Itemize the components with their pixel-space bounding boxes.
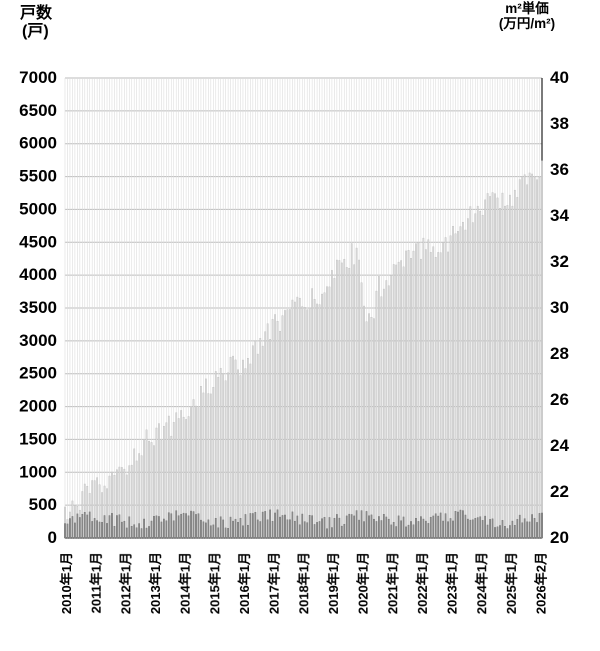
svg-text:m²単価: m²単価 — [505, 0, 549, 16]
svg-text:22: 22 — [550, 482, 569, 501]
svg-text:(戸): (戸) — [22, 22, 49, 40]
svg-text:6000: 6000 — [19, 134, 57, 153]
svg-text:20: 20 — [550, 528, 569, 547]
svg-text:5000: 5000 — [19, 199, 57, 218]
svg-text:4000: 4000 — [19, 265, 57, 284]
svg-text:1500: 1500 — [19, 429, 57, 448]
svg-text:2018年1月: 2018年1月 — [296, 552, 311, 614]
svg-text:32: 32 — [550, 252, 569, 271]
svg-text:2019年1月: 2019年1月 — [326, 552, 341, 614]
svg-text:2500: 2500 — [19, 364, 57, 383]
svg-text:2011年1月: 2011年1月 — [89, 552, 104, 613]
svg-text:2021年1月: 2021年1月 — [385, 552, 400, 614]
svg-text:2012年1月: 2012年1月 — [118, 552, 133, 614]
svg-text:2017年1月: 2017年1月 — [267, 552, 282, 614]
svg-text:7000: 7000 — [19, 68, 57, 87]
svg-text:40: 40 — [550, 68, 569, 87]
svg-text:2013年1月: 2013年1月 — [148, 552, 163, 614]
svg-text:28: 28 — [550, 344, 569, 363]
svg-text:3500: 3500 — [19, 298, 57, 317]
svg-text:2015年1月: 2015年1月 — [207, 552, 222, 614]
svg-text:2014年1月: 2014年1月 — [178, 552, 193, 614]
svg-text:0: 0 — [48, 528, 57, 547]
svg-text:2000: 2000 — [19, 397, 57, 416]
svg-text:4500: 4500 — [19, 232, 57, 251]
svg-text:2024年1月: 2024年1月 — [474, 552, 489, 614]
svg-text:2010年1月: 2010年1月 — [59, 552, 74, 614]
svg-text:(万円/m²): (万円/m²) — [499, 16, 555, 31]
svg-text:6500: 6500 — [19, 101, 57, 120]
svg-text:2016年1月: 2016年1月 — [237, 552, 252, 614]
svg-text:2022年1月: 2022年1月 — [415, 552, 430, 614]
svg-text:2023年1月: 2023年1月 — [445, 552, 460, 614]
svg-text:38: 38 — [550, 114, 569, 133]
svg-text:戸数: 戸数 — [20, 3, 53, 22]
svg-text:2025年1月: 2025年1月 — [504, 552, 519, 614]
svg-text:3000: 3000 — [19, 331, 57, 350]
svg-text:24: 24 — [550, 436, 569, 455]
svg-text:26: 26 — [550, 390, 569, 409]
svg-text:30: 30 — [550, 298, 569, 317]
svg-text:500: 500 — [29, 495, 57, 514]
svg-text:5500: 5500 — [19, 167, 57, 186]
svg-text:34: 34 — [550, 206, 569, 225]
svg-text:36: 36 — [550, 160, 569, 179]
svg-text:1000: 1000 — [19, 462, 57, 481]
svg-text:2026年2月: 2026年2月 — [534, 552, 549, 614]
svg-text:2020年1月: 2020年1月 — [356, 552, 371, 614]
